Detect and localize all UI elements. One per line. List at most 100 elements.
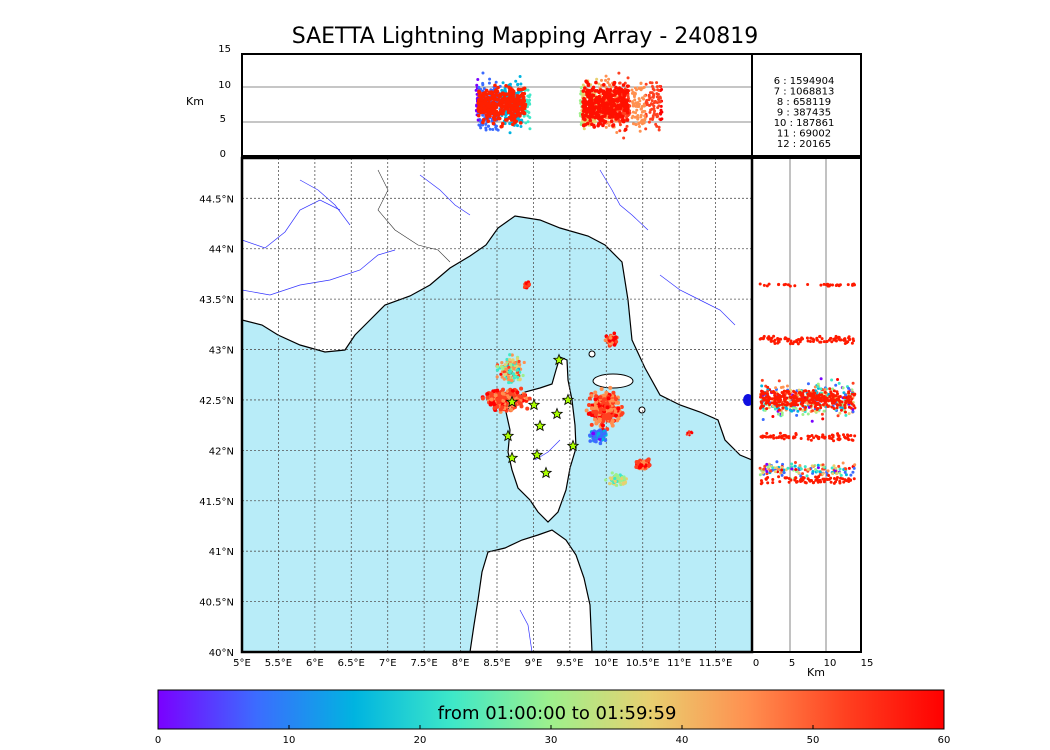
side-source xyxy=(793,461,797,465)
rivers xyxy=(242,169,736,652)
side-source xyxy=(837,464,841,468)
side-source xyxy=(834,284,838,288)
side-source xyxy=(794,476,798,480)
side-source xyxy=(793,402,797,406)
count-entry: 11 : 69002 xyxy=(777,129,831,140)
altitude-source xyxy=(593,120,597,124)
side-source xyxy=(759,435,763,439)
count-entry: 6 : 1594904 xyxy=(774,76,835,87)
side-source xyxy=(777,283,781,287)
side-source xyxy=(784,476,788,480)
side-source xyxy=(807,389,811,393)
altitude-source xyxy=(598,88,603,92)
lightning-source xyxy=(608,482,612,486)
altitude-source xyxy=(518,75,522,79)
side-source xyxy=(761,337,765,341)
altitude-source xyxy=(644,127,648,131)
side-source xyxy=(819,283,823,287)
map-tick-labels: 5°E 5.5°E 6°E 6.5°E 7°E 7.5°E 8°E 8.5°E 9°E 9.5°E… xyxy=(199,194,732,669)
lightning-source xyxy=(500,361,504,365)
altitude-source xyxy=(621,114,625,119)
side-source xyxy=(822,465,826,469)
side-source xyxy=(847,412,851,416)
side-source xyxy=(766,481,770,485)
lightning-source xyxy=(613,476,617,481)
side-source xyxy=(818,403,822,407)
altitude-source xyxy=(621,119,626,124)
altitude-source xyxy=(492,117,497,121)
count-entry: 8 : 658119 xyxy=(777,97,831,108)
altitude-source xyxy=(625,118,630,122)
side-source xyxy=(817,396,821,400)
side-source xyxy=(778,431,782,435)
side-source xyxy=(775,460,779,464)
side-source xyxy=(758,406,762,410)
side-source xyxy=(844,467,848,471)
altitude-source xyxy=(581,83,585,87)
side-source xyxy=(766,398,770,402)
station-star xyxy=(552,353,566,366)
side-source xyxy=(795,338,799,342)
lightning-source xyxy=(601,393,606,398)
side-scatter xyxy=(758,282,857,486)
altitude-source xyxy=(516,82,520,86)
side-source xyxy=(776,339,780,343)
side-source xyxy=(829,390,833,394)
lightning-source xyxy=(517,359,521,364)
lightning-source xyxy=(500,375,504,379)
side-source xyxy=(778,480,782,484)
side-source xyxy=(834,334,838,338)
side-source xyxy=(819,406,823,410)
side-source xyxy=(792,340,796,344)
lightning-source xyxy=(614,413,619,418)
altitude-source xyxy=(651,114,655,118)
side-source xyxy=(789,395,793,399)
lightning-source xyxy=(502,395,507,400)
altitude-source xyxy=(484,92,489,97)
altitude-source xyxy=(521,101,526,106)
altitude-source xyxy=(528,116,532,120)
altitude-source xyxy=(647,93,651,97)
altitude-source xyxy=(651,95,655,99)
altitude-source xyxy=(643,94,647,98)
altitude-source xyxy=(654,122,658,126)
lightning-source xyxy=(508,353,512,357)
station-star xyxy=(566,439,580,452)
side-source xyxy=(850,388,854,392)
lat-tick-label: 44.5°N xyxy=(199,194,234,205)
side-source xyxy=(832,407,836,411)
lightning-source xyxy=(584,408,589,413)
alt-ylabel: Km xyxy=(186,95,204,108)
side-source xyxy=(831,283,835,287)
altitude-source xyxy=(584,100,588,104)
side-source xyxy=(759,482,763,486)
lightning-source xyxy=(610,471,614,475)
side-source xyxy=(788,392,792,396)
side-source xyxy=(830,405,834,409)
altitude-source xyxy=(501,111,505,116)
altitude-source xyxy=(493,89,497,94)
altitude-source xyxy=(582,93,586,97)
side-source xyxy=(843,470,847,474)
side-source xyxy=(771,414,775,418)
side-source xyxy=(766,390,770,394)
altitude-source xyxy=(602,92,607,97)
altitude-source xyxy=(499,124,503,129)
lightning-source xyxy=(485,392,490,397)
lightning-source xyxy=(505,357,509,362)
altitude-source xyxy=(519,124,523,128)
count-entry: 9 : 387435 xyxy=(777,108,831,119)
side-source xyxy=(806,339,810,343)
lightning-source xyxy=(647,463,652,468)
altitude-source xyxy=(618,95,622,100)
side-source xyxy=(777,435,781,439)
side-source xyxy=(843,403,847,407)
side-source xyxy=(803,480,807,484)
side-source xyxy=(780,391,784,395)
altitude-source xyxy=(604,104,608,108)
side-source xyxy=(806,467,810,471)
side-source xyxy=(815,469,819,473)
altitude-source xyxy=(589,100,594,105)
lightning-source xyxy=(518,363,522,367)
